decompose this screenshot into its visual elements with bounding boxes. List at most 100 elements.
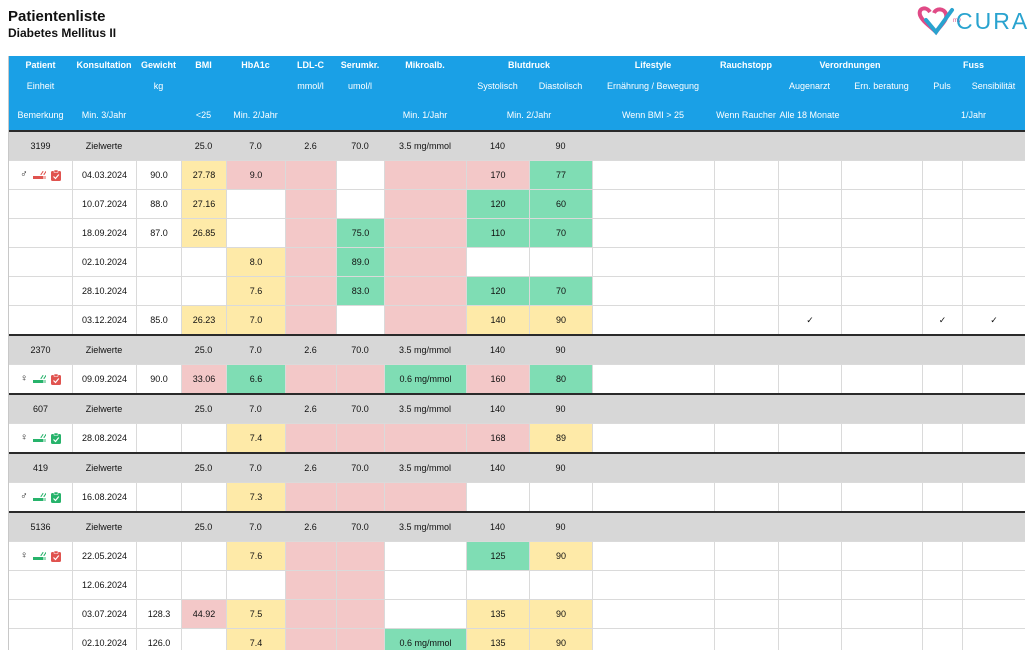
cell-date: 16.08.2024 <box>72 483 136 511</box>
table-row[interactable]: 03.12.2024 85.0 26.23 7.0 140 90 ✓ ✓ ✓ <box>9 305 1025 334</box>
target-hba1c: 7.0 <box>249 345 262 355</box>
cell-dia: 77 <box>529 161 592 189</box>
table-row[interactable]: ♂ 16.08.2024 7.3 <box>9 482 1025 511</box>
cell-sys: 140 <box>466 306 529 334</box>
cell-sens <box>962 483 1025 511</box>
cell-ern <box>841 629 922 650</box>
cell-puls <box>922 365 962 393</box>
cell-hba1c: 7.4 <box>226 629 285 650</box>
cell-puls <box>922 248 962 276</box>
header-fuss: Fuss <box>962 59 984 70</box>
table-row[interactable]: 10.07.2024 88.0 27.16 120 60 <box>9 189 1025 218</box>
target-hba1c: 7.0 <box>249 463 262 473</box>
table-row[interactable]: ♀ 09.09.2024 90.0 33.06 6.6 0.6 mg/mmol 160 80 <box>9 364 1025 393</box>
cell-life <box>592 600 714 628</box>
patient-id[interactable]: 5136 <box>30 522 51 532</box>
table-row[interactable]: ♀ 28.08.2024 7.4 168 89 <box>9 423 1025 452</box>
cell-bmi <box>181 277 226 305</box>
patient-id[interactable]: 607 <box>32 404 49 414</box>
cell-serum <box>336 190 384 218</box>
cell-rauch <box>714 542 778 570</box>
cell-date: 22.05.2024 <box>72 542 136 570</box>
cell-augenarzt <box>778 277 841 305</box>
target-bmi: 25.0 <box>194 522 213 532</box>
header-row-1: Patient Konsultation Gewicht BMI HbA1c L… <box>9 56 1025 73</box>
table-row[interactable]: 02.10.2024 126.0 7.4 0.6 mg/mmol 135 90 <box>9 628 1025 650</box>
header-row-2: Einheit kg mmol/l umol/l Systolisch Dias… <box>9 73 1025 99</box>
target-ldl: 2.6 <box>304 345 317 355</box>
table-row[interactable]: ♂ 04.03.2024 90.0 27.78 9.0 170 77 <box>9 160 1025 189</box>
table-row[interactable]: 28.10.2024 7.6 83.0 120 70 <box>9 276 1025 305</box>
cell-ldl <box>285 483 336 511</box>
cell-life <box>592 306 714 334</box>
cell-date: 09.09.2024 <box>72 365 136 393</box>
target-hba1c: 7.0 <box>249 141 262 151</box>
header-bmi: BMI <box>195 59 212 70</box>
cell-hba1c: 9.0 <box>226 161 285 189</box>
cell-bmi: 26.23 <box>181 306 226 334</box>
cell-ldl <box>285 219 336 247</box>
page-subtitle: Diabetes Mellitus II <box>8 26 117 40</box>
cell-hba1c: 7.0 <box>226 306 285 334</box>
cell-augenarzt <box>778 248 841 276</box>
cell-ern <box>841 365 922 393</box>
cell-icons <box>9 190 72 218</box>
header-diastolisch: Diastolisch <box>538 81 583 91</box>
cell-puls <box>922 542 962 570</box>
target-ldl: 2.6 <box>304 463 317 473</box>
table-row[interactable]: ♀ 22.05.2024 7.6 125 90 <box>9 541 1025 570</box>
cell-puls <box>922 190 962 218</box>
patient-id[interactable]: 2370 <box>30 345 51 355</box>
page-title: Patientenliste <box>8 8 106 25</box>
target-sys: 140 <box>489 345 506 355</box>
cell-serum: 83.0 <box>336 277 384 305</box>
cell-puls <box>922 161 962 189</box>
cell-life <box>592 571 714 599</box>
cell-dia: 70 <box>529 219 592 247</box>
cell-sens <box>962 277 1025 305</box>
cell-mikro <box>384 542 466 570</box>
cell-augenarzt <box>778 629 841 650</box>
cell-ern <box>841 424 922 452</box>
header-blutdruck: Blutdruck <box>507 59 550 70</box>
cell-date: 28.08.2024 <box>72 424 136 452</box>
cell-life <box>592 483 714 511</box>
header-row-3: Bemerkung Min. 3/Jahr <25 Min. 2/Jahr Mi… <box>9 99 1025 130</box>
cell-mikro <box>384 483 466 511</box>
cell-augenarzt <box>778 600 841 628</box>
cell-serum <box>336 306 384 334</box>
target-dia: 90 <box>555 522 566 532</box>
table-row[interactable]: 12.06.2024 <box>9 570 1025 599</box>
table-row[interactable]: 18.09.2024 87.0 26.85 75.0 110 70 <box>9 218 1025 247</box>
header-gewicht: Gewicht <box>140 59 176 70</box>
clipboard-icon <box>50 550 61 562</box>
cell-sens <box>962 365 1025 393</box>
target-mikro: 3.5 mg/mmol <box>398 463 451 473</box>
cell-rauch <box>714 365 778 393</box>
cell-life <box>592 161 714 189</box>
female-icon: ♀ <box>20 550 28 561</box>
target-label: Zielwerte <box>85 404 123 414</box>
header-1-jahr: 1/Jahr <box>960 109 986 120</box>
cell-life <box>592 219 714 247</box>
cell-date: 18.09.2024 <box>72 219 136 247</box>
target-mikro: 3.5 mg/mmol <box>398 345 451 355</box>
table-row[interactable]: 03.07.2024 128.3 44.92 7.5 135 90 <box>9 599 1025 628</box>
cell-sys: 125 <box>466 542 529 570</box>
cell-rauch <box>714 219 778 247</box>
target-serum: 70.0 <box>351 463 369 473</box>
cell-life <box>592 365 714 393</box>
cell-rauch <box>714 483 778 511</box>
cell-bmi <box>181 483 226 511</box>
target-label: Zielwerte <box>85 141 123 151</box>
cell-weight <box>136 248 181 276</box>
cell-dia <box>529 248 592 276</box>
cell-mikro: 0.6 mg/mmol <box>384 365 466 393</box>
patient-id[interactable]: 419 <box>32 463 49 473</box>
cell-serum <box>336 600 384 628</box>
table-row[interactable]: 02.10.2024 8.0 89.0 <box>9 247 1025 276</box>
patient-id[interactable]: 3199 <box>30 141 51 151</box>
logo-my-text: my <box>953 18 961 24</box>
cell-icons <box>9 571 72 599</box>
zielwerte-row: 3199 Zielwerte 25.0 7.0 2.6 70.0 3.5 mg/mmol 14… <box>9 130 1025 160</box>
